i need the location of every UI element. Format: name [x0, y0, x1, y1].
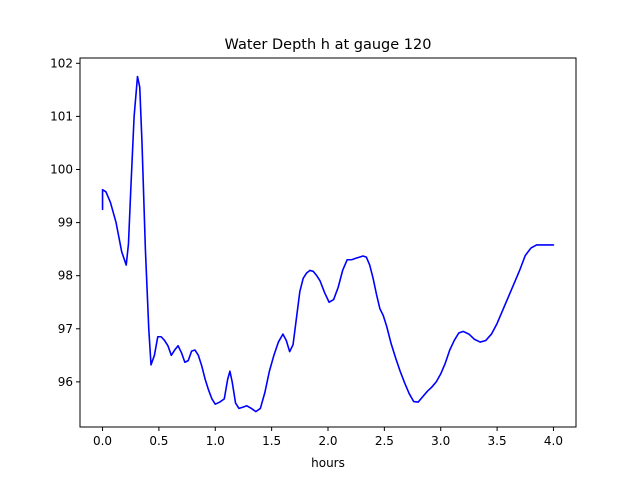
- y-tick-label: 102: [50, 56, 73, 70]
- chart-title: Water Depth h at gauge 120: [225, 37, 432, 53]
- x-tick-label: 1.5: [262, 434, 281, 448]
- y-tick-label: 97: [58, 322, 73, 336]
- x-axis-label: hours: [311, 456, 345, 470]
- x-tick-label: 1.0: [206, 434, 225, 448]
- y-axis: 96 97 98 99 100 101 102: [50, 56, 80, 389]
- y-tick-label: 100: [50, 162, 73, 176]
- y-tick-label: 96: [58, 375, 73, 389]
- x-axis: 0.0 0.5 1.0 1.5 2.0 2.5 3.0 3.5 4.0: [93, 427, 563, 448]
- y-tick-label: 99: [58, 216, 73, 230]
- x-tick-label: 4.0: [544, 434, 563, 448]
- x-tick-label: 3.5: [488, 434, 507, 448]
- y-tick-label: 101: [50, 109, 73, 123]
- x-tick-label: 0.5: [149, 434, 168, 448]
- y-tick-label: 98: [58, 269, 73, 283]
- x-tick-label: 2.0: [318, 434, 337, 448]
- x-tick-label: 2.5: [375, 434, 394, 448]
- x-tick-label: 0.0: [93, 434, 112, 448]
- series-line: [101, 75, 555, 413]
- x-tick-label: 3.0: [431, 434, 450, 448]
